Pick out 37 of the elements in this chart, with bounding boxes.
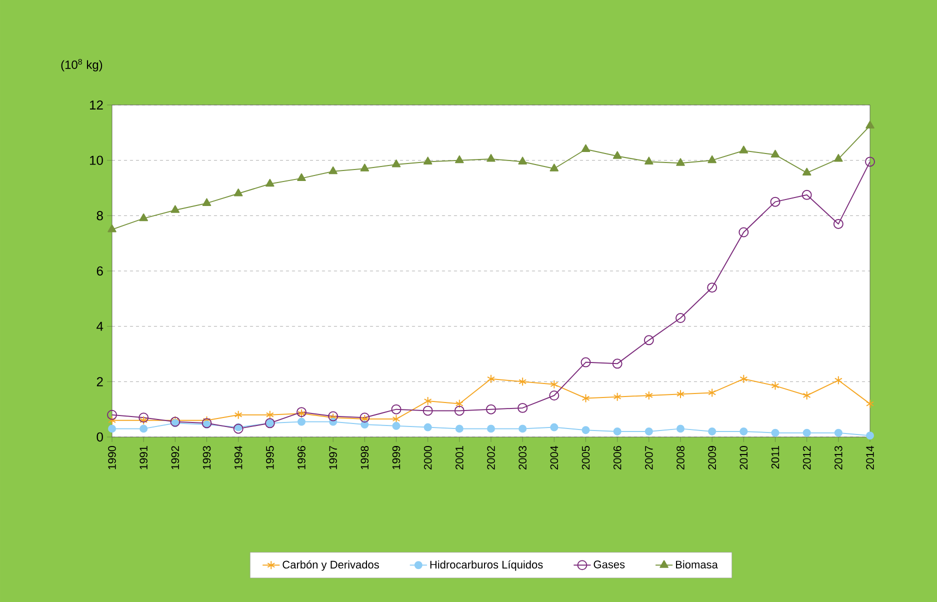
- x-tick-label: 1999: [392, 446, 400, 470]
- x-tick-label: 1991: [140, 446, 148, 470]
- legend-label: Carbón y Derivados: [282, 560, 379, 571]
- x-tick-label: 1993: [202, 446, 211, 470]
- legend-label: Gases: [594, 560, 625, 568]
- legend-label: Biomasa: [676, 560, 718, 568]
- x-tick-label: 1996: [298, 446, 306, 470]
- x-tick-label: 2009: [708, 446, 716, 470]
- x-tick-label: 2012: [802, 446, 811, 470]
- x-tick-label: 1997: [329, 446, 337, 470]
- x-tick-label: 1994: [234, 446, 242, 470]
- x-tick-label: 1998: [360, 446, 369, 470]
- y-tick-label: 12: [90, 100, 103, 110]
- x-tick-label: 2006: [613, 446, 622, 470]
- legend-label: Hidrocarburos Líquidos: [430, 560, 543, 571]
- x-tick-label: 2014: [866, 446, 874, 470]
- x-tick-label: 2003: [518, 446, 526, 470]
- x-tick-label: 2000: [424, 446, 432, 470]
- x-tick-label: 1995: [266, 446, 274, 470]
- y-tick-label: 0: [96, 432, 103, 442]
- x-tick-label: 2010: [740, 446, 748, 470]
- y-tick-label: 8: [96, 211, 103, 220]
- y-tick-label: 4: [96, 322, 104, 331]
- x-tick-label: 2001: [456, 446, 464, 470]
- y-tick-label: 2: [96, 377, 103, 386]
- x-tick-label: 2005: [582, 446, 590, 470]
- y-axis-title: (10$^{8}$ kg): [61, 58, 102, 72]
- x-tick-label: 2002: [487, 446, 495, 470]
- x-tick-label: 1990: [108, 446, 116, 470]
- y-tick-label: 10: [90, 156, 103, 165]
- x-tick-label: 2007: [645, 446, 653, 470]
- x-tick-label: 1992: [171, 446, 180, 470]
- x-tick-label: 2008: [676, 446, 684, 470]
- y-tick-label: 6: [96, 266, 103, 276]
- x-tick-label: 2013: [834, 446, 842, 470]
- x-tick-label: 2011: [771, 446, 780, 469]
- x-tick-label: 2004: [550, 446, 558, 470]
